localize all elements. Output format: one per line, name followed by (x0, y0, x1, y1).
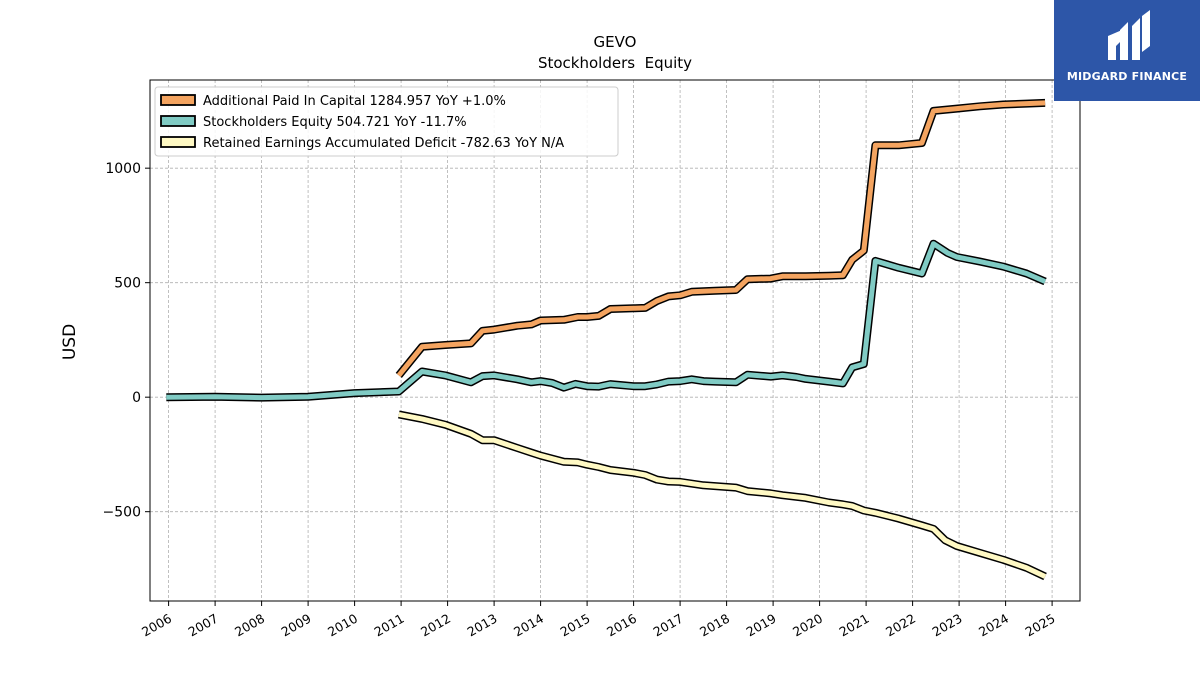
series-line (398, 411, 1047, 579)
legend-box (154, 86, 619, 157)
y-tick-label: 0 (132, 390, 141, 406)
x-tick-label: 2025 (1023, 611, 1058, 640)
x-tick-label: 2022 (883, 611, 918, 640)
x-tick-label: 2013 (465, 611, 500, 640)
y-tick-label: −500 (103, 505, 141, 521)
series-additional-paid-in-capital (395, 98, 1046, 378)
x-tick-label: 2016 (604, 611, 639, 640)
legend-swatch (160, 94, 196, 106)
axes-layer: 2006 2007 2008 2009 2010 2011 2012 2013 2014 2015… (103, 79, 1081, 640)
grid-layer (150, 80, 1080, 601)
x-tick-label: 2007 (186, 611, 221, 640)
x-tick-label: 2008 (232, 611, 267, 640)
series-stockholders-equity (166, 239, 1047, 402)
x-tick-label: 2012 (418, 611, 453, 640)
series-retained-earnings-accumulated-deficit (398, 410, 1047, 581)
x-tick-label: 2017 (651, 611, 686, 640)
series-layer (166, 98, 1047, 581)
x-tick-label: 2024 (976, 611, 1011, 640)
midgard-finance-logo: MIDGARD FINANCE (1054, 0, 1200, 101)
chart-title: GEVO (594, 33, 637, 51)
y-tick-label: 1000 (105, 161, 141, 177)
y-tick-label: 500 (114, 276, 141, 292)
x-tick-label: 2020 (790, 611, 825, 640)
legend-swatch (160, 136, 196, 148)
x-tick-label: 2019 (744, 611, 779, 640)
legend-label: Retained Earnings Accumulated Deficit -7… (203, 136, 564, 151)
y-axis-label: USD (60, 324, 80, 360)
series-line (396, 100, 1046, 377)
chart-subtitle: Stockholders Equity (538, 54, 692, 72)
midgard-logo-icon (1108, 10, 1150, 60)
x-tick-label: 2014 (511, 611, 546, 640)
x-tick-label: 2021 (837, 611, 872, 640)
x-tick-label: 2023 (930, 611, 965, 640)
legend-label: Stockholders Equity 504.721 YoY -11.7% (203, 115, 467, 130)
x-tick-label: 2009 (279, 611, 314, 640)
series-outline (166, 239, 1047, 402)
series-line (166, 241, 1047, 401)
x-tick-label: 2015 (558, 611, 593, 640)
x-tick-label: 2010 (325, 611, 360, 640)
logo-text: MIDGARD FINANCE (1066, 70, 1188, 83)
x-tick-label: 2018 (697, 611, 732, 640)
legend: Additional Paid In Capital 1284.957 YoY … (154, 86, 619, 157)
legend-swatch (160, 115, 196, 127)
x-tick-label: 2006 (139, 611, 174, 640)
x-tick-label: 2011 (372, 611, 407, 640)
plot-frame (149, 79, 1081, 602)
legend-label: Additional Paid In Capital 1284.957 YoY … (203, 94, 506, 109)
